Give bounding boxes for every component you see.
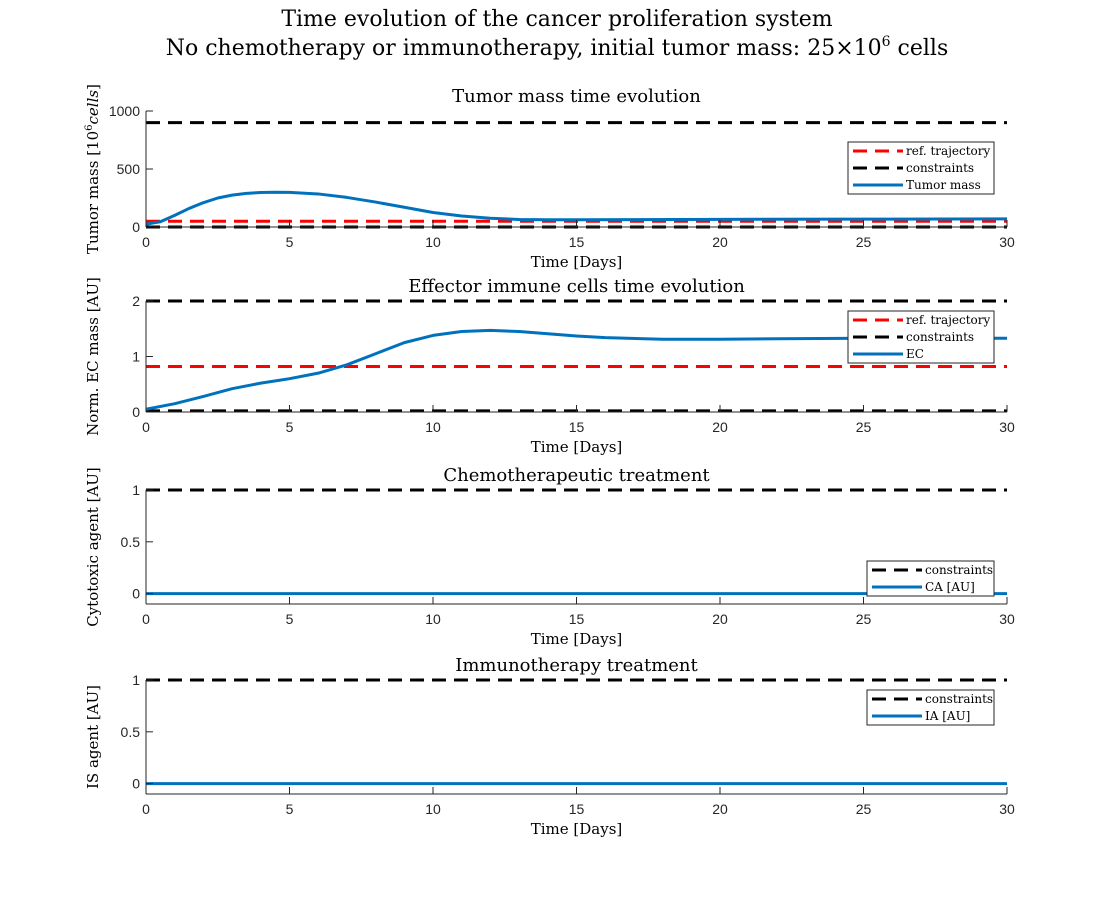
x-tick-label: 20 <box>712 801 728 817</box>
legend-entry-label: Tumor mass <box>906 178 981 192</box>
y-tick-label: 0 <box>132 586 140 602</box>
x-tick-label: 5 <box>286 234 294 250</box>
x-tick-label: 20 <box>712 419 728 435</box>
subplot-title: Chemotherapeutic treatment <box>443 465 710 486</box>
x-tick-label: 30 <box>999 234 1015 250</box>
x-tick-label: 5 <box>286 611 294 627</box>
x-tick-label: 20 <box>712 234 728 250</box>
legend-entry-label: constraints <box>925 692 993 706</box>
x-tick-label: 25 <box>856 419 872 435</box>
subplot-title: Effector immune cells time evolution <box>408 276 745 297</box>
figure-title-line2-base: 10 <box>854 36 882 61</box>
x-tick-label: 5 <box>286 419 294 435</box>
subplot-2: 0 5 10 15 20 25 30 0 1 2 Effector immune cells tim… <box>84 276 1015 456</box>
y-tick-label: 0 <box>132 404 140 420</box>
x-tick-label: 0 <box>142 419 150 435</box>
legend-box <box>866 689 995 726</box>
x-tick-label: 30 <box>999 611 1015 627</box>
x-axis-label: Time [Days] <box>531 820 623 838</box>
x-tick-label: 30 <box>999 419 1015 435</box>
x-tick-label: 10 <box>425 234 441 250</box>
series-group <box>146 488 1007 596</box>
subplot-title: Tumor mass time evolution <box>452 86 701 107</box>
plot-area <box>146 680 1007 794</box>
x-tick-label: 0 <box>142 611 150 627</box>
y-tick-label: 0 <box>132 219 140 235</box>
y-tick-label: 1000 <box>109 103 140 119</box>
legend: constraints CA [AU] <box>866 560 995 597</box>
legend-entry-label: constraints <box>925 563 993 577</box>
x-tick-label: 15 <box>569 611 585 627</box>
y-tick-label: 1 <box>132 349 140 365</box>
x-tick-label: 0 <box>142 801 150 817</box>
x-tick-label: 25 <box>856 234 872 250</box>
plot-area <box>146 490 1007 604</box>
legend-entry-label: IA [AU] <box>925 709 970 723</box>
subplot-title: Immunotherapy treatment <box>455 655 698 676</box>
y-axis-label: Cytotoxic agent [AU] <box>84 467 102 627</box>
figure-title-line2: No chemotherapy or immunotherapy, initia… <box>166 34 949 61</box>
x-tick-label: 20 <box>712 611 728 627</box>
y-tick-label: 1 <box>132 672 140 688</box>
series-group <box>146 678 1007 786</box>
legend-entry-label: constraints <box>906 330 974 344</box>
legend: constraints IA [AU] <box>866 689 995 726</box>
x-tick-label: 10 <box>425 611 441 627</box>
legend-entry-label: ref. trajectory <box>906 313 991 327</box>
figure-title-line2-suffix: cells <box>891 36 949 61</box>
y-axis-label-prefix: Tumor mass [10 <box>84 131 102 254</box>
subplot-4: 0 5 10 15 20 25 30 0 0.5 1 Immunotherapy treatment… <box>84 655 1015 838</box>
figure-title-line1: Time evolution of the cancer proliferati… <box>281 7 832 32</box>
x-axis-label: Time [Days] <box>531 438 623 456</box>
y-tick-label: 0.5 <box>121 724 141 740</box>
y-tick-label: 0.5 <box>121 534 141 550</box>
y-axis-label-unit: cells <box>84 90 102 125</box>
figure-title-line2-exp: 6 <box>882 34 891 50</box>
legend: ref. trajectory constraints EC <box>847 310 995 364</box>
x-tick-label: 0 <box>142 234 150 250</box>
y-tick-label: 2 <box>132 293 140 309</box>
series-line-ec <box>145 328 1007 411</box>
legend-entry-label: ref. trajectory <box>906 144 991 158</box>
x-axis-label: Time [Days] <box>531 630 623 648</box>
y-axis-label: Tumor mass [106cells] <box>84 84 102 254</box>
legend-entry-label: constraints <box>906 161 974 175</box>
series-line-tumor-mass <box>145 190 1008 226</box>
y-tick-label: 500 <box>117 161 141 177</box>
x-tick-label: 10 <box>425 801 441 817</box>
x-tick-label: 5 <box>286 801 294 817</box>
legend-entry-label: CA [AU] <box>925 580 975 594</box>
figure-title-line2-prefix: No chemotherapy or immunotherapy, initia… <box>166 36 835 61</box>
x-tick-label: 25 <box>856 801 872 817</box>
legend-entry-label: EC <box>906 347 924 361</box>
y-axis-label-exponent: 6 <box>84 124 95 130</box>
y-axis-label: Norm. EC mass [AU] <box>84 277 102 436</box>
x-tick-label: 10 <box>425 419 441 435</box>
x-tick-label: 25 <box>856 611 872 627</box>
subplot-3: 0 5 10 15 20 25 30 0 0.5 1 Chemotherapeutic treatm… <box>84 465 1015 648</box>
y-tick-label: 0 <box>132 776 140 792</box>
legend: ref. trajectory constraints Tumor mass <box>847 141 995 195</box>
figure-title-line2-times: × <box>835 36 853 61</box>
x-axis-label: Time [Days] <box>531 253 623 271</box>
x-tick-label: 30 <box>999 801 1015 817</box>
x-tick-label: 15 <box>569 234 585 250</box>
y-axis-label-suffix: ] <box>84 84 102 90</box>
legend-box <box>866 560 995 597</box>
y-axis-label: IS agent [AU] <box>84 685 102 789</box>
y-tick-label: 1 <box>132 482 140 498</box>
x-tick-label: 15 <box>569 419 585 435</box>
subplot-1: 0 5 10 15 20 25 30 0 500 1000 Tumor mass time evol… <box>84 84 1015 271</box>
x-tick-label: 15 <box>569 801 585 817</box>
